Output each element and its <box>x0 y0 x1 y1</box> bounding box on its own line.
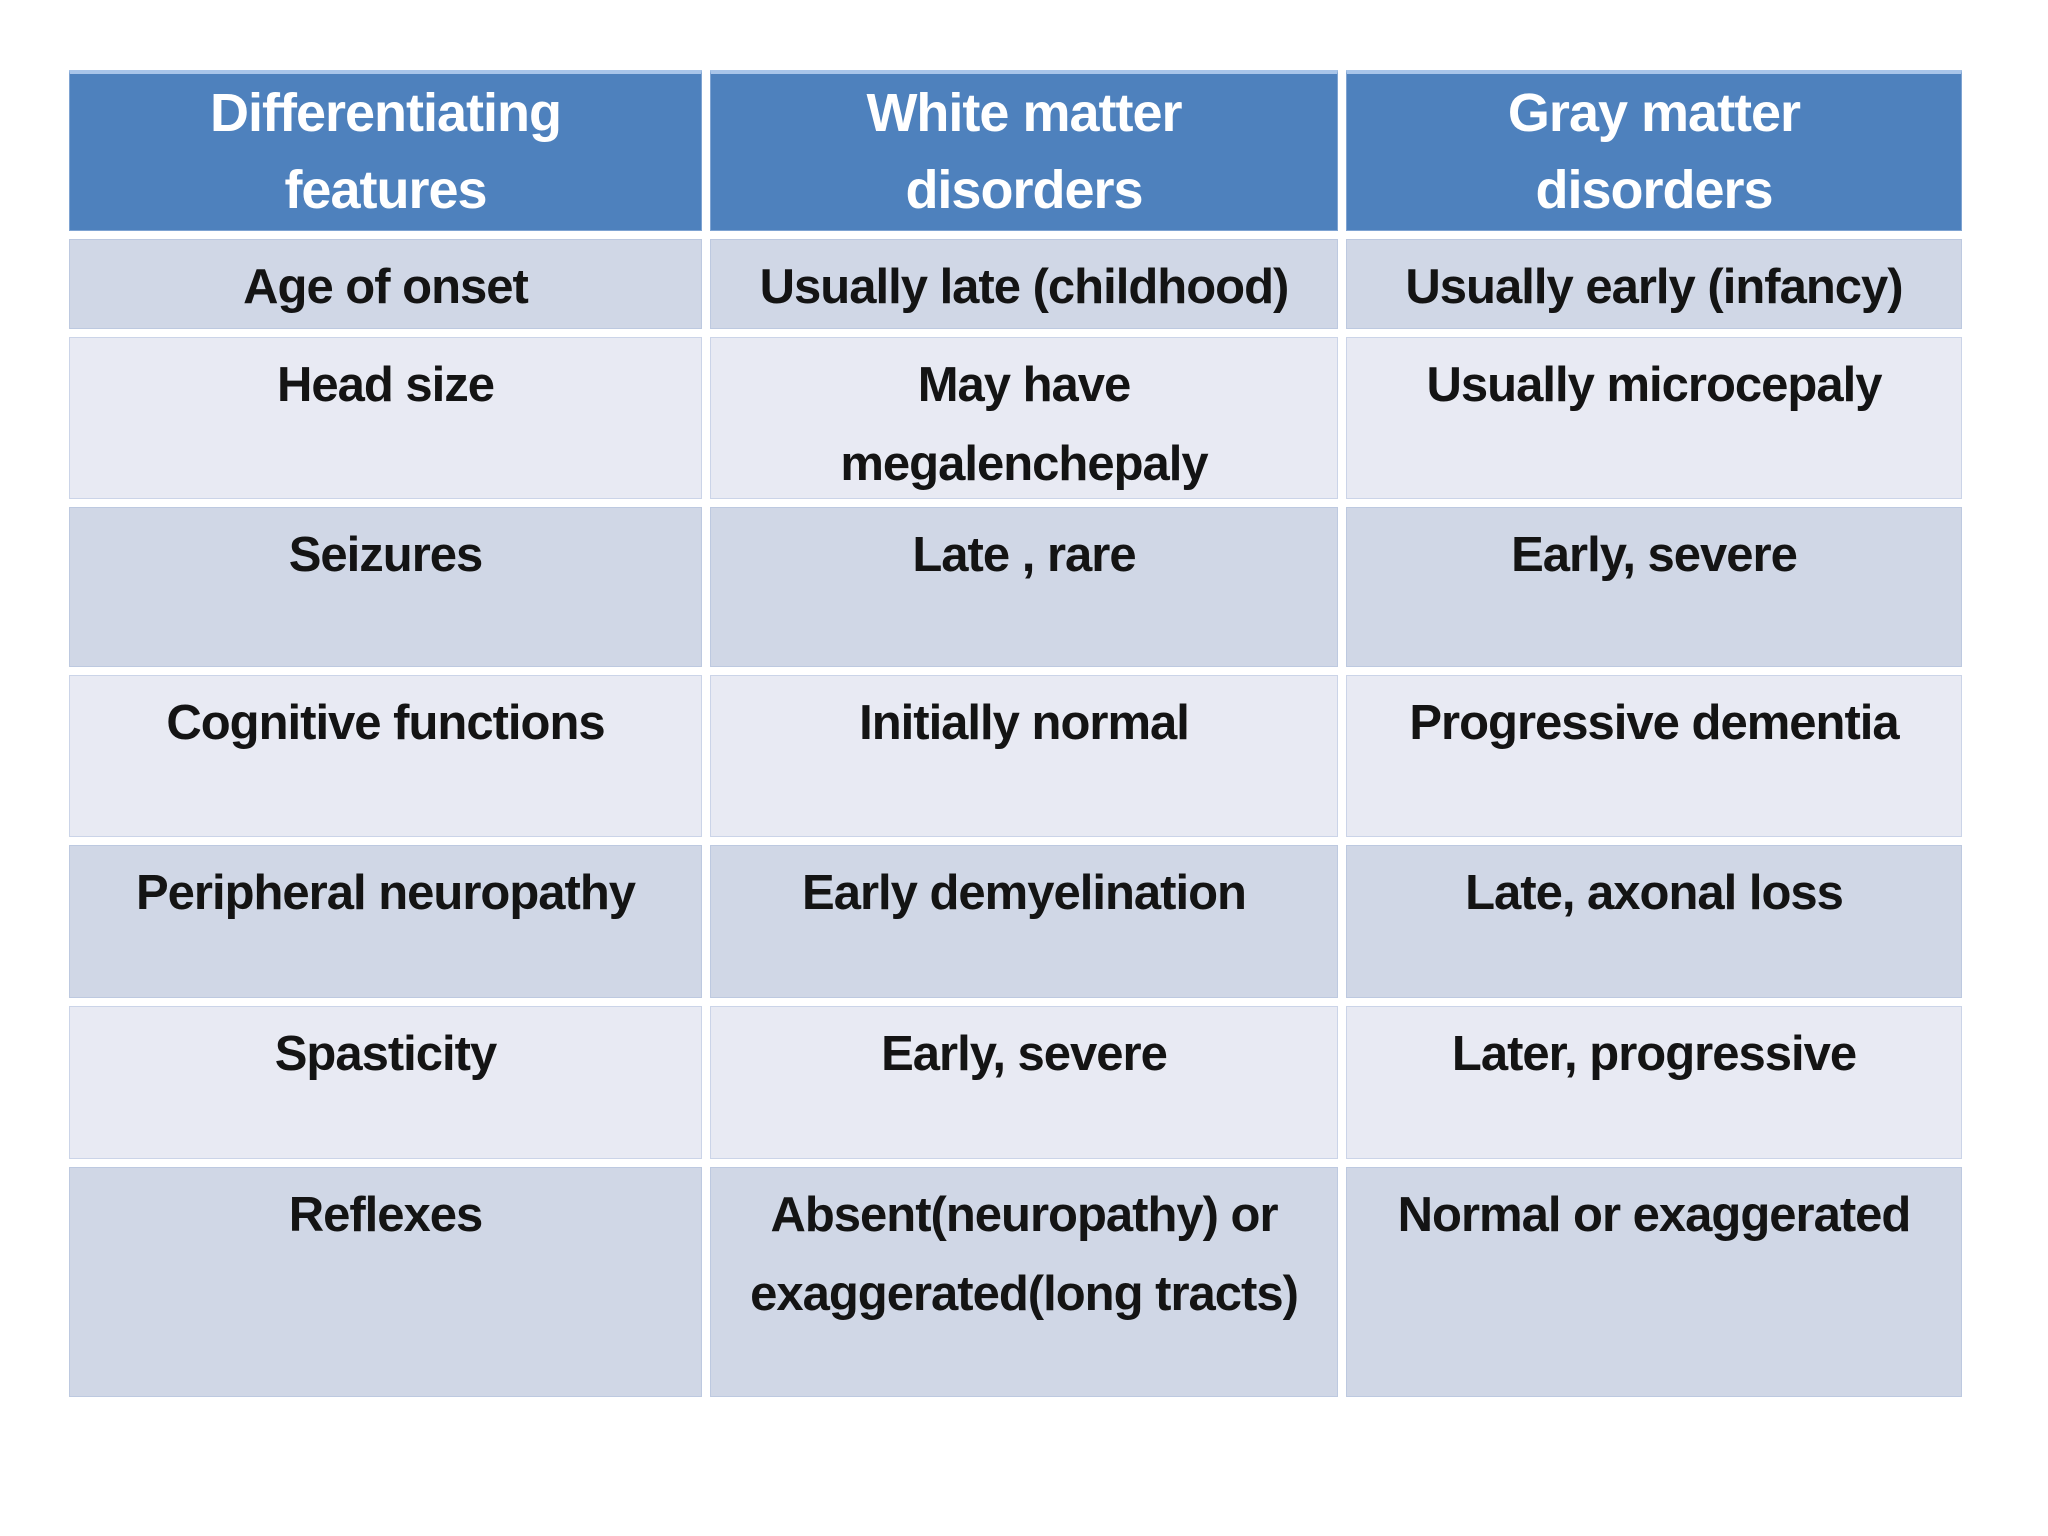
header-cell-gray-matter-disorders: Gray matter disorders <box>1346 70 1962 231</box>
cell-cognitive-functions-feature: Cognitive functions <box>69 675 702 837</box>
cell-reflexes-gray: Normal or exaggerated <box>1346 1167 1962 1397</box>
header-cell-differentiating-features: Differentiating features <box>69 70 702 231</box>
cell-reflexes-feature: Reflexes <box>69 1167 702 1397</box>
cell-cognitive-functions-white: Initially normal <box>710 675 1338 837</box>
cell-spasticity-gray: Later, progressive <box>1346 1006 1962 1159</box>
cell-spasticity-white: Early, severe <box>710 1006 1338 1159</box>
cell-seizures-gray: Early, severe <box>1346 507 1962 667</box>
cell-reflexes-white: Absent(neuropathy) or exaggerated(long t… <box>710 1167 1338 1397</box>
cell-peripheral-neuropathy-white: Early demyelination <box>710 845 1338 998</box>
cell-head-size-feature: Head size <box>69 337 702 499</box>
cell-age-of-onset-feature: Age of onset <box>69 239 702 329</box>
comparison-table: Differentiating features White matter di… <box>69 70 1962 1397</box>
cell-cognitive-functions-gray: Progressive dementia <box>1346 675 1962 837</box>
cell-seizures-feature: Seizures <box>69 507 702 667</box>
cell-age-of-onset-gray: Usually early (infancy) <box>1346 239 1962 329</box>
cell-head-size-white: May have megalenchepaly <box>710 337 1338 499</box>
cell-spasticity-feature: Spasticity <box>69 1006 702 1159</box>
header-cell-white-matter-disorders: White matter disorders <box>710 70 1338 231</box>
cell-seizures-white: Late , rare <box>710 507 1338 667</box>
cell-head-size-gray: Usually microcepaly <box>1346 337 1962 499</box>
cell-peripheral-neuropathy-gray: Late, axonal loss <box>1346 845 1962 998</box>
cell-age-of-onset-white: Usually late (childhood) <box>710 239 1338 329</box>
cell-peripheral-neuropathy-feature: Peripheral neuropathy <box>69 845 702 998</box>
